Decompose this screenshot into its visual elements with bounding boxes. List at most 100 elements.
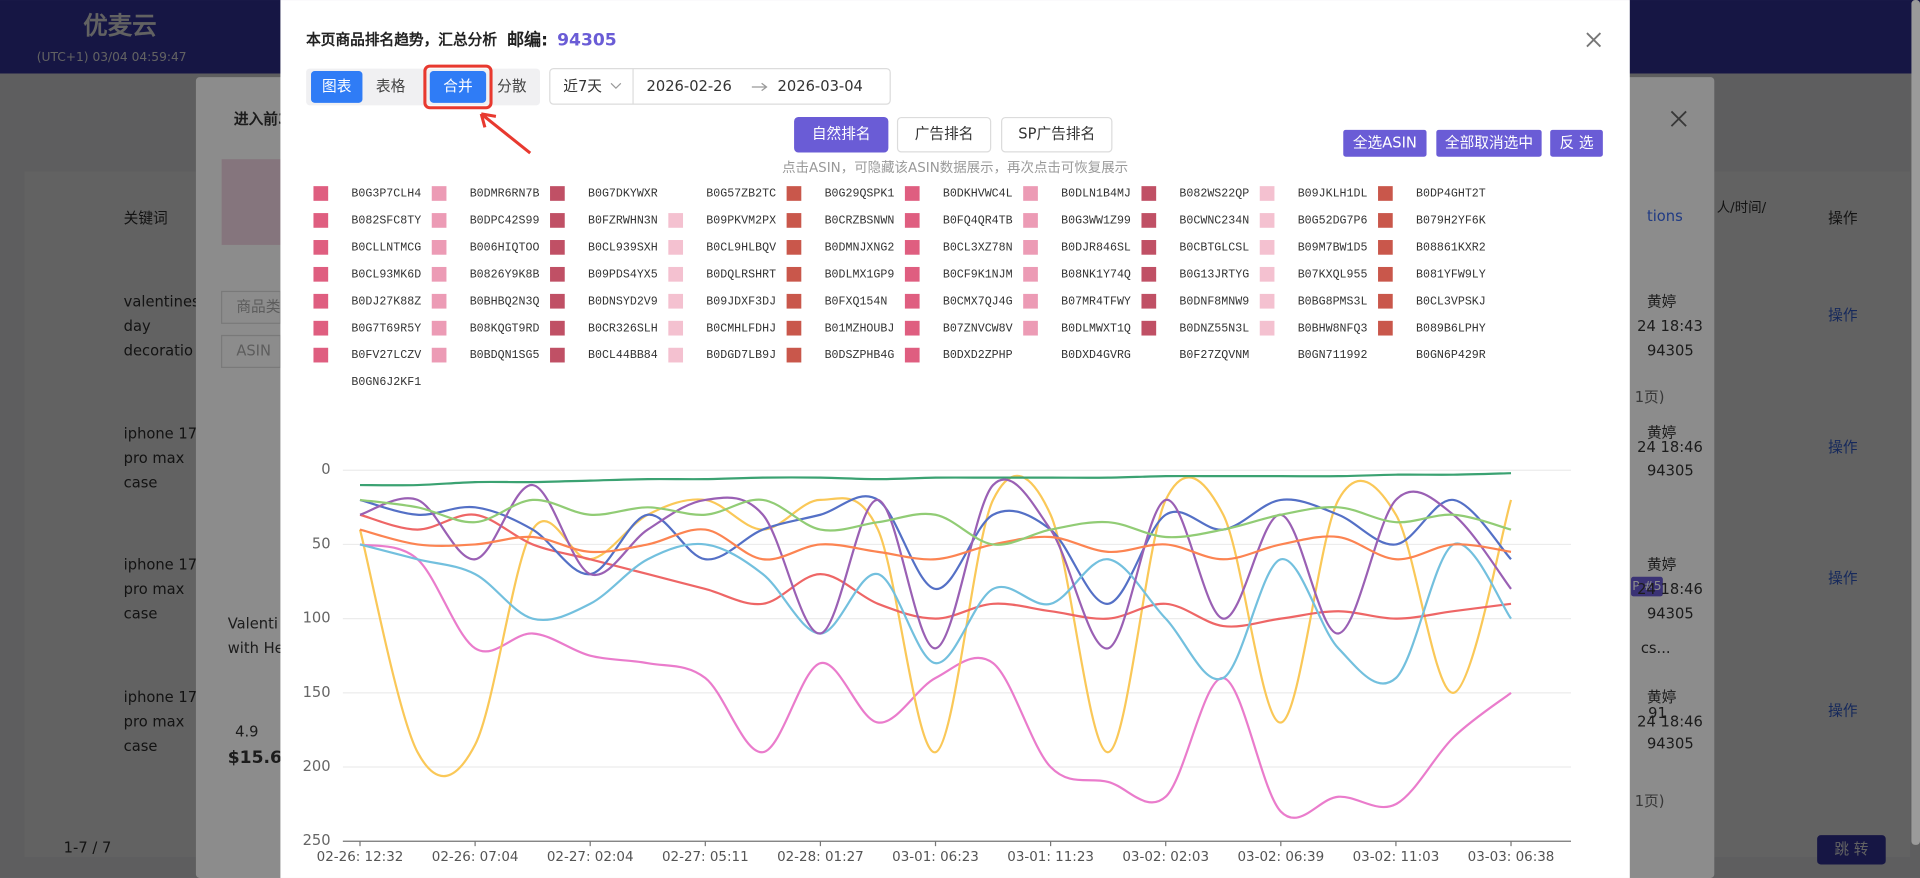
asin-legend[interactable]: B08861KXR2: [1416, 241, 1486, 254]
asin-legend[interactable]: B0DLMX1GP9: [825, 268, 895, 281]
asin-legend[interactable]: B0DLMWXT1Q: [1061, 322, 1131, 335]
close-icon[interactable]: [1586, 32, 1602, 48]
asin-legend[interactable]: B0F27ZQVNM: [1179, 349, 1249, 362]
asin-legend[interactable]: B0DXD2ZPHP: [943, 349, 1013, 362]
asin-legend[interactable]: B0CMHLFDHJ: [706, 322, 776, 335]
start-date[interactable]: 2026-02-26: [647, 78, 732, 95]
asin-legend[interactable]: B07MR4TFWY: [1061, 295, 1131, 308]
panel-close[interactable]: [1670, 110, 1687, 127]
asin-legend[interactable]: B08KQGT9RD: [470, 322, 540, 335]
rank-tab[interactable]: [1001, 116, 1113, 153]
rank-tab-label[interactable]: 自然排名: [812, 126, 871, 143]
row-action[interactable]: 操作: [1828, 307, 1858, 324]
asin-legend[interactable]: B0DNSYD2V9: [588, 295, 658, 308]
asin-legend[interactable]: B0CL93MK6D: [351, 268, 421, 281]
tab-label[interactable]: 图表: [322, 78, 352, 95]
asin-legend[interactable]: B0DQLRSHRT: [706, 268, 776, 281]
asin-legend[interactable]: B0CL9HLBQV: [706, 241, 776, 254]
action-button[interactable]: [1436, 129, 1542, 157]
asin-legend[interactable]: B0GN6J2KF1: [351, 376, 421, 389]
asin-legend[interactable]: B0CRZBSNWN: [825, 215, 895, 228]
asin-legend[interactable]: B0FV27LCZV: [351, 349, 421, 362]
row-action[interactable]: 操作: [1828, 702, 1858, 719]
asin-legend[interactable]: B0DNZ55N3L: [1179, 322, 1249, 335]
tab-label[interactable]: 分散: [497, 78, 527, 95]
asin-legend[interactable]: B0G7T69R5Y: [351, 322, 421, 335]
rank-tab-label[interactable]: 广告排名: [915, 126, 974, 143]
asin-legend[interactable]: B0DP4GHT2T: [1416, 188, 1486, 201]
asin-legend[interactable]: B0DJ27K88Z: [351, 295, 421, 308]
asin-legend[interactable]: B0CL3VPSKJ: [1416, 295, 1486, 308]
asin-legend[interactable]: B0CF9K1NJM: [943, 268, 1013, 281]
asin-legend[interactable]: B07KXQL955: [1298, 268, 1368, 281]
tab-label[interactable]: 表格: [376, 78, 406, 95]
asin-legend[interactable]: B0CLLNTMCG: [351, 241, 421, 254]
asin-legend[interactable]: B0DMR6RN7B: [470, 188, 540, 201]
tab-button[interactable]: [429, 71, 487, 103]
asin-legend[interactable]: B0FXQ154N: [825, 295, 888, 308]
asin-legend[interactable]: B0DSZPHB4G: [825, 349, 895, 362]
asin-legend[interactable]: B0CBTGLCSL: [1179, 241, 1249, 254]
asin-legend[interactable]: B09JKLH1DL: [1298, 188, 1368, 201]
asin-legend[interactable]: B0DLN1B4MJ: [1061, 188, 1131, 201]
asin-legend[interactable]: B09PDS4YX5: [588, 268, 658, 281]
asin-legend[interactable]: B0DXD4GVRG: [1061, 349, 1131, 362]
jump-label[interactable]: 跳 转: [1834, 841, 1868, 858]
asin-legend[interactable]: B0G7DKYWXR: [588, 188, 658, 201]
action-button[interactable]: [1343, 129, 1427, 157]
asin-legend[interactable]: B0BDQN1SG5: [470, 349, 540, 362]
asin-legend[interactable]: B0CMX7QJ4G: [943, 295, 1013, 308]
action-button[interactable]: [1550, 129, 1603, 157]
rank-tab[interactable]: [896, 116, 992, 153]
asin-legend[interactable]: B006HIQTOO: [470, 241, 540, 254]
asin-legend[interactable]: B0BHW8NFQ3: [1298, 322, 1368, 335]
asin-legend[interactable]: B0CL939SXH: [588, 241, 658, 254]
asin-legend[interactable]: B0826Y9K8B: [470, 268, 540, 281]
tab-label[interactable]: 合并: [443, 78, 472, 95]
asin-legend[interactable]: B081YFW9LY: [1416, 268, 1486, 281]
asin-legend[interactable]: B0G52DG7P6: [1298, 215, 1368, 228]
action-label[interactable]: 全选ASIN: [1353, 133, 1417, 151]
asin-legend[interactable]: B01MZHOUBJ: [825, 322, 895, 335]
end-date[interactable]: 2026-03-04: [778, 78, 863, 95]
asin-legend[interactable]: B0G13JRTYG: [1179, 268, 1249, 281]
rank-tab-label[interactable]: SP广告排名: [1018, 126, 1095, 143]
asin-legend[interactable]: B07ZNVCW8V: [943, 322, 1013, 335]
asin-legend[interactable]: B0CL44BB84: [588, 349, 658, 362]
asin-legend[interactable]: B0DKHVWC4L: [943, 188, 1013, 201]
asin-legend[interactable]: B0DJR846SL: [1061, 241, 1131, 254]
tab-button[interactable]: [311, 71, 363, 103]
asin-legend[interactable]: B0GN6P429R: [1416, 349, 1486, 362]
asin-legend[interactable]: B089B6LPHY: [1416, 322, 1486, 335]
asin-legend[interactable]: B0G3P7CLH4: [351, 188, 421, 201]
asin-legend[interactable]: B0FQ4QR4TB: [943, 215, 1013, 228]
asin-legend[interactable]: B0CWNC234N: [1179, 215, 1249, 228]
asin-legend[interactable]: B0CR326SLH: [588, 322, 658, 335]
row-action[interactable]: 操作: [1828, 570, 1858, 587]
asin-legend[interactable]: B0CL3XZ78N: [943, 241, 1013, 254]
row-action[interactable]: 操作: [1828, 439, 1858, 456]
asin-legend[interactable]: B0DGD7LB9J: [706, 349, 776, 362]
asin-legend[interactable]: B0G29QSPK1: [825, 188, 895, 201]
asin-legend[interactable]: B09JDXF3DJ: [706, 295, 776, 308]
rank-tab[interactable]: [794, 116, 889, 153]
asin-legend[interactable]: B0FZRWHN3N: [588, 215, 658, 228]
link[interactable]: tions: [1647, 208, 1683, 225]
asin-legend[interactable]: B0DMNJXNG2: [825, 241, 895, 254]
asin-legend[interactable]: B08NK1Y74Q: [1061, 268, 1131, 281]
asin-legend[interactable]: B0G57ZB2TC: [706, 188, 776, 201]
action-label[interactable]: 反 选: [1560, 134, 1594, 151]
range[interactable]: 近7天: [563, 78, 602, 95]
asin-legend[interactable]: B0G3WW1Z99: [1061, 215, 1131, 228]
asin-legend[interactable]: B082WS22QP: [1179, 188, 1249, 201]
asin-legend[interactable]: B0DNF8MNW9: [1179, 295, 1249, 308]
asin-legend[interactable]: B09PKVM2PX: [706, 215, 776, 228]
action-label[interactable]: 全部取消选中: [1445, 133, 1533, 151]
asin-legend[interactable]: B082SFC8TY: [351, 215, 421, 228]
jump-button[interactable]: [1817, 835, 1886, 865]
asin-legend[interactable]: B0BHBQ2N3Q: [470, 295, 540, 308]
asin-legend[interactable]: B0DPC42S99: [470, 215, 540, 228]
asin-legend[interactable]: B0BG8PMS3L: [1298, 295, 1368, 308]
asin-legend[interactable]: B0GN711992: [1298, 349, 1368, 362]
asin-legend[interactable]: B079H2YF6K: [1416, 215, 1486, 228]
